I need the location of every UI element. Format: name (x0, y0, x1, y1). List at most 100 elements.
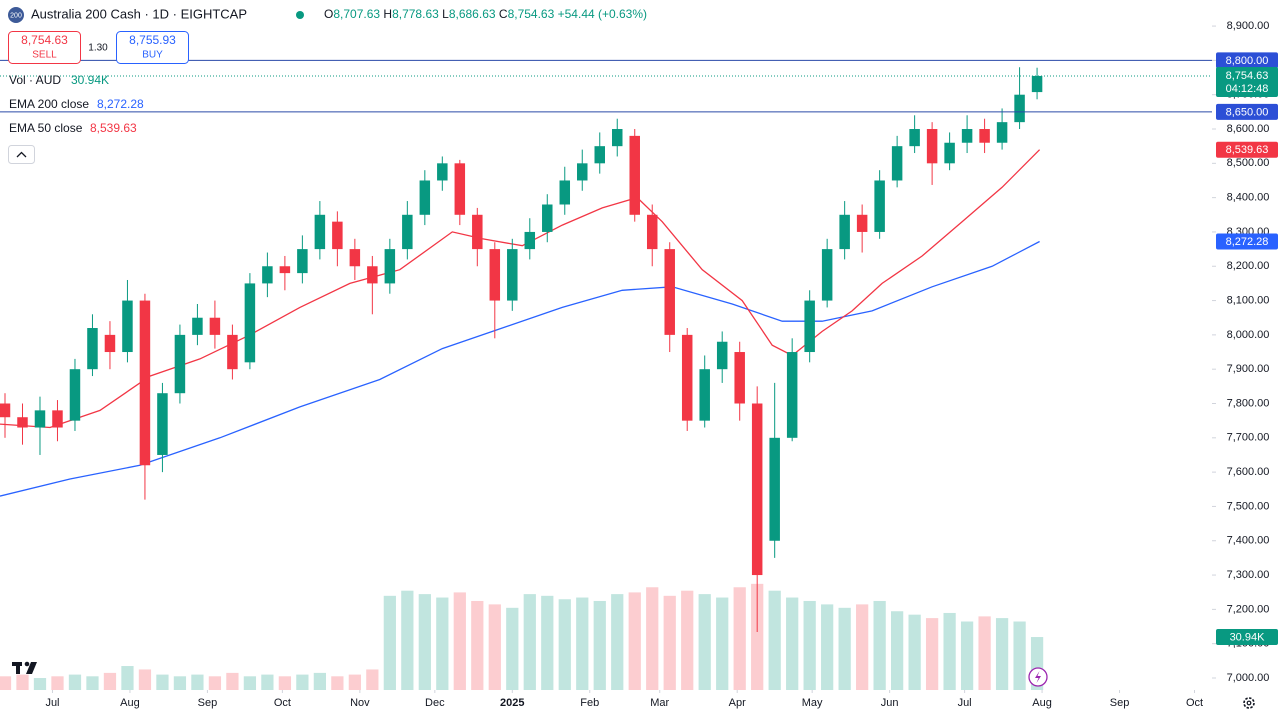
candle-body (926, 129, 938, 164)
candle-body (524, 231, 536, 250)
volume-bar (943, 612, 956, 690)
x-tick-label: Feb (580, 697, 599, 709)
candle-body (314, 214, 326, 250)
y-tick-label: 7,500.00 (1227, 500, 1270, 512)
time-axis-panel (0, 690, 1212, 718)
x-tick-label: Nov (350, 697, 370, 709)
candle-body (734, 352, 745, 404)
settings-icon[interactable] (1243, 697, 1255, 709)
candle-body (681, 334, 693, 421)
volume-bar (86, 676, 99, 690)
volume-bar (138, 669, 152, 690)
candle-body (297, 249, 308, 274)
x-tick-label: Sep (1110, 697, 1130, 709)
candle-body (384, 249, 396, 284)
ema-line (0, 240, 1040, 497)
volume-bar (663, 595, 676, 690)
candle-body (402, 214, 413, 250)
candle-body (699, 369, 710, 421)
y-tick-label: 8,200.00 (1227, 260, 1270, 272)
candle-body (139, 300, 151, 466)
indicator-value: 8,539.63 (90, 121, 137, 135)
y-tick-label: 7,000.00 (1227, 672, 1270, 684)
hline-badge (1216, 103, 1278, 120)
volume-bar (261, 674, 274, 690)
buy-button[interactable] (116, 31, 189, 64)
volume-bar (611, 594, 624, 690)
symbol-title[interactable]: Australia 200 Cash · 1D · EIGHTCAP (31, 6, 247, 21)
volume-bar (173, 676, 187, 690)
y-tick-label: 8,600.00 (1227, 123, 1270, 135)
collapse-button[interactable] (8, 145, 35, 164)
y-tick-label: 7,800.00 (1227, 397, 1270, 409)
indicator-name[interactable]: Vol · AUD (9, 73, 61, 87)
candle-body (996, 122, 1008, 143)
x-tick-label: Jun (881, 697, 899, 709)
volume-bar (960, 621, 974, 690)
volume-bar (51, 676, 64, 690)
ohlc-value: 8,778.63 (392, 7, 439, 21)
volume-bar (1013, 621, 1026, 690)
sell-button[interactable] (8, 31, 81, 64)
ohlc-value: 8,754.63 (508, 7, 555, 21)
x-tick-label: May (802, 697, 823, 709)
candle-body (104, 334, 116, 353)
volume-bar (523, 594, 536, 690)
indicator-name[interactable]: EMA 50 close (9, 121, 83, 135)
volume-bar (995, 618, 1009, 690)
volume-bar (401, 590, 414, 690)
candle-body (839, 214, 850, 250)
x-tick-label: Aug (120, 697, 140, 709)
volume-bar (628, 592, 641, 690)
candle-body (821, 249, 833, 301)
series-badge (1216, 629, 1278, 646)
logo[interactable] (12, 661, 37, 674)
y-tick-label: 7,600.00 (1227, 466, 1270, 478)
events-bolt (1035, 671, 1041, 683)
candle-body (1031, 75, 1043, 93)
volume-bar (121, 666, 134, 690)
volume-bar (856, 604, 869, 690)
candle-body (349, 249, 361, 267)
candle-body (542, 204, 553, 232)
volume-bar (16, 674, 29, 690)
volume-bar (348, 674, 361, 690)
volume-bar (716, 597, 729, 690)
indicator-name[interactable]: EMA 200 close (9, 97, 89, 111)
volume-bar (646, 587, 659, 690)
ohlc-values: O8,707.63 H8,778.63 L8,686.63 C8,754.63 … (324, 7, 647, 21)
series-badge (1216, 233, 1278, 250)
candle-body (594, 146, 606, 164)
y-tick-label: 7,200.00 (1227, 603, 1270, 615)
volume-bar (331, 676, 344, 690)
ohlc-key: C (499, 7, 508, 21)
symbol-badge[interactable] (8, 7, 24, 23)
spread: 1.30 (88, 43, 108, 54)
y-tick-label: 8,900.00 (1227, 20, 1270, 32)
plot-area (0, 59, 1212, 690)
candle-body (961, 129, 973, 143)
candle-body (367, 266, 378, 284)
volume-bar (226, 672, 239, 690)
symbol-badge-text: 200 (10, 12, 22, 19)
x-tick-label: Jul (958, 697, 972, 709)
volume-bar (436, 597, 449, 690)
volume-bar (243, 676, 257, 690)
candle-body (769, 437, 780, 541)
volume-bar (453, 592, 466, 690)
countdown-text: 04:12:48 (1226, 83, 1269, 95)
sell-price: 8,754.63 (21, 33, 68, 47)
y-tick-label: 7,700.00 (1227, 432, 1270, 444)
candle-body (472, 214, 483, 250)
candle-body (611, 129, 623, 147)
candle-body (804, 300, 815, 353)
candle-body (227, 334, 238, 370)
buy-label: BUY (142, 50, 163, 61)
y-tick-label: 8,100.00 (1227, 294, 1270, 306)
candle-body (52, 410, 63, 428)
indicator-value: 8,272.28 (97, 97, 144, 111)
settings-icon-core (1246, 700, 1252, 706)
volume-bar (558, 599, 571, 690)
series-badge-text: 8,539.63 (1226, 144, 1269, 156)
